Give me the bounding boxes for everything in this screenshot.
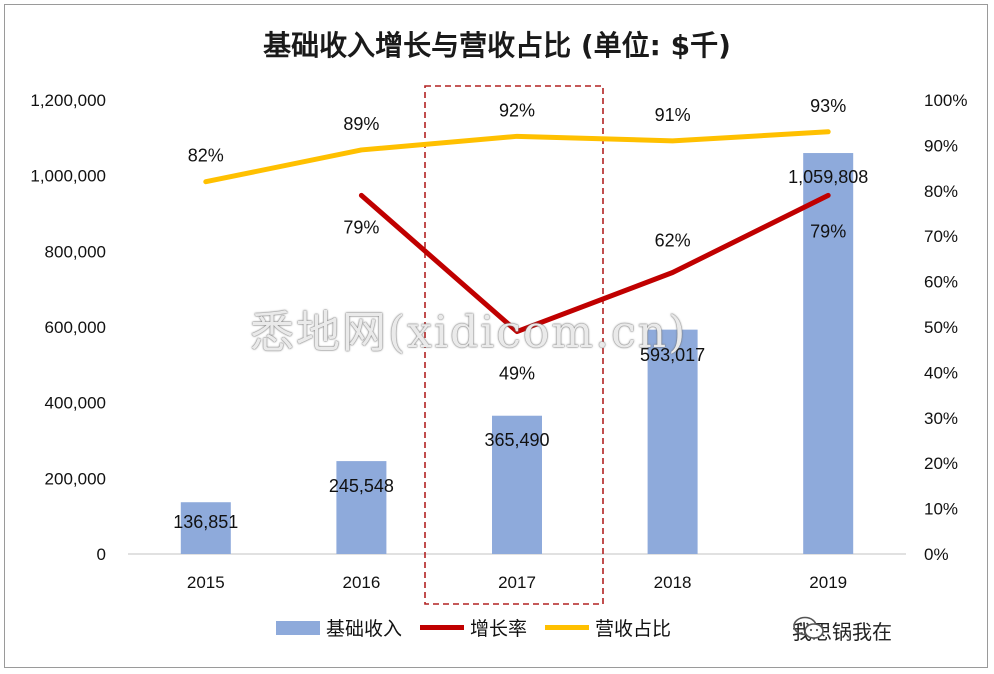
bar-2019 (803, 153, 854, 554)
watermark: 悉地网(xidicom.cn) (250, 307, 688, 358)
chart-legend: 基础收入 增长率 营收占比 (276, 614, 689, 641)
legend-label-revenue: 基础收入 (326, 618, 403, 640)
y-left-tick-label: 0 (97, 545, 106, 564)
x-tick-label: 2019 (809, 573, 847, 592)
bar-value-label: 136,851 (173, 512, 238, 532)
growth-value-label: 62% (655, 231, 691, 251)
y-right-tick-label: 80% (924, 182, 958, 201)
share-value-label: 92% (499, 100, 535, 120)
y-right-tick-label: 30% (924, 409, 958, 428)
legend-label-share: 营收占比 (595, 618, 672, 640)
line-growth (358, 192, 831, 335)
highlight-box (424, 85, 604, 605)
y-right-tick-label: 10% (924, 500, 958, 519)
y-left-tick-label: 1,200,000 (30, 91, 106, 110)
growth-value-label: 79% (810, 221, 846, 241)
legend-label-growth: 增长率 (470, 618, 528, 640)
legend-swatch-share (545, 625, 590, 630)
bar-2015 (180, 502, 231, 554)
y-right-tick-label: 0% (924, 545, 949, 564)
y-left-tick-label: 200,000 (45, 469, 106, 488)
y-left-tick-label: 800,000 (45, 242, 106, 261)
share-value-label: 91% (655, 105, 691, 125)
x-tick-label: 2017 (498, 573, 536, 592)
y-right-tick-label: 20% (924, 454, 958, 473)
x-tick-label: 2016 (342, 573, 380, 592)
bar-2017 (492, 415, 542, 554)
bar-value-label: 245,548 (329, 476, 394, 496)
wechat-account: 我思锅我在 (792, 616, 892, 645)
share-value-label: 89% (343, 114, 379, 134)
bar-2016 (336, 461, 387, 554)
legend-swatch-growth (420, 625, 465, 630)
wechat-icon (793, 616, 824, 639)
y-left-tick-label: 1,000,000 (30, 167, 106, 186)
y-left-tick-label: 600,000 (45, 318, 106, 337)
legend-swatch-revenue (276, 620, 320, 635)
legend-item-growth: 增长率 (420, 614, 527, 641)
legend-item-share: 营收占比 (545, 614, 671, 641)
bar-value-label: 593,017 (640, 345, 705, 365)
y-right-tick-label: 50% (924, 318, 958, 337)
y-right-tick-label: 70% (924, 227, 958, 246)
y-left-tick-label: 400,000 (45, 394, 106, 413)
bar-value-label: 1,059,808 (788, 167, 868, 187)
x-tick-label: 2015 (187, 573, 225, 592)
growth-value-label: 79% (343, 217, 379, 237)
y-right-tick-label: 40% (924, 363, 958, 382)
x-tick-label: 2018 (654, 573, 692, 592)
share-value-label: 93% (810, 96, 846, 116)
line-share (203, 129, 831, 185)
bar-2018 (647, 329, 698, 554)
growth-value-label: 49% (499, 364, 535, 384)
bar-value-label: 365,490 (484, 430, 549, 450)
share-value-label: 82% (188, 146, 224, 166)
y-right-tick-label: 100% (924, 91, 967, 110)
y-right-tick-label: 90% (924, 136, 958, 155)
chart-title: 基础收入增长与营收占比 (单位: $千) (263, 29, 731, 62)
legend-item-revenue: 基础收入 (276, 614, 402, 641)
y-right-tick-label: 60% (924, 273, 958, 292)
